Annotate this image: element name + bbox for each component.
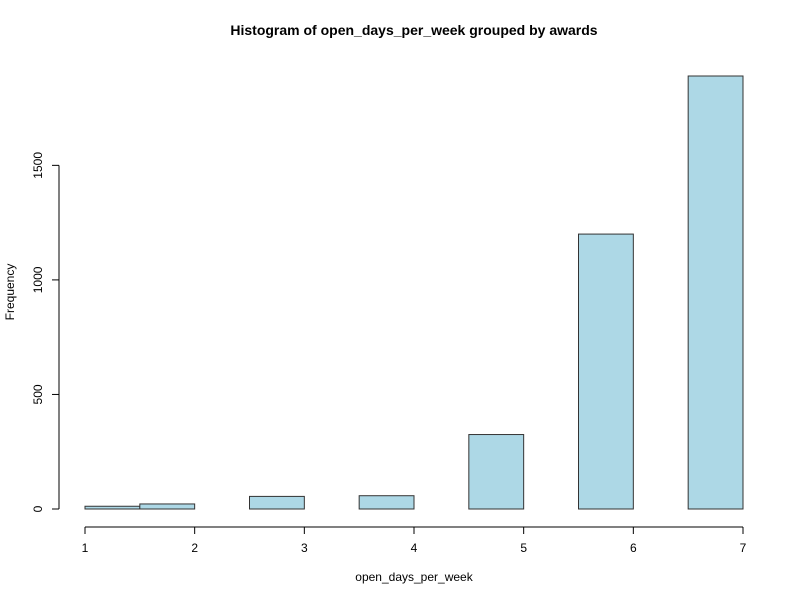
x-tick-label: 5 bbox=[520, 541, 527, 555]
x-tick-label: 3 bbox=[301, 541, 308, 555]
x-tick-label: 7 bbox=[740, 541, 747, 555]
x-tick-label: 2 bbox=[191, 541, 198, 555]
x-tick-label: 1 bbox=[82, 541, 89, 555]
histogram-bar bbox=[249, 495, 305, 510]
histogram-bar bbox=[358, 495, 415, 510]
histogram-bar bbox=[578, 233, 634, 510]
histogram-bar bbox=[84, 505, 141, 510]
y-axis-label: Frequency bbox=[3, 264, 17, 321]
y-tick-label: 1000 bbox=[31, 266, 45, 293]
histogram-bar bbox=[468, 434, 525, 510]
histogram-bar bbox=[139, 503, 196, 510]
x-tick-label: 6 bbox=[630, 541, 637, 555]
y-tick-label: 0 bbox=[31, 505, 45, 512]
y-tick-label: 1500 bbox=[31, 152, 45, 179]
y-tick-label: 500 bbox=[31, 384, 45, 404]
y-axis: 0 500 1000 1500 bbox=[31, 152, 60, 512]
x-axis: 1 2 3 4 5 6 7 bbox=[82, 526, 747, 555]
chart-title: Histogram of open_days_per_week grouped … bbox=[230, 22, 597, 38]
x-tick-label: 4 bbox=[411, 541, 418, 555]
histogram-bar bbox=[687, 75, 744, 510]
x-axis-label: open_days_per_week bbox=[355, 570, 473, 584]
bars-group bbox=[84, 75, 744, 510]
